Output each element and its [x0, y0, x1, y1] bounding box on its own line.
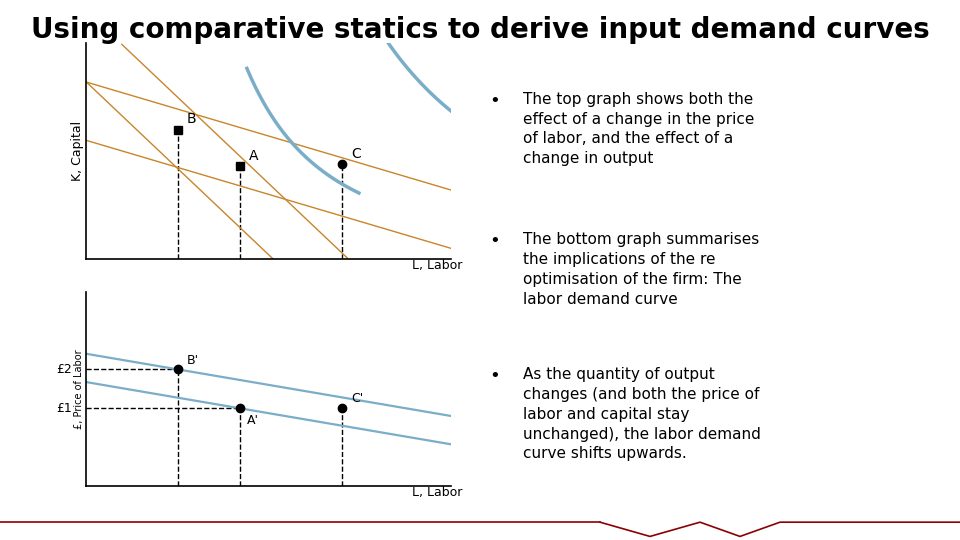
Text: Using comparative statics to derive input demand curves: Using comparative statics to derive inpu…: [31, 16, 929, 44]
Text: •: •: [490, 92, 500, 110]
Text: £2: £2: [56, 363, 72, 376]
Y-axis label: K, Capital: K, Capital: [71, 121, 84, 181]
Text: C': C': [351, 393, 363, 406]
Text: B: B: [186, 112, 197, 126]
Text: •: •: [490, 367, 500, 385]
Text: The bottom graph summarises
the implications of the re
optimisation of the firm:: The bottom graph summarises the implicat…: [523, 232, 759, 307]
Text: B': B': [186, 354, 199, 367]
Text: As the quantity of output
changes (and both the price of
labor and capital stay
: As the quantity of output changes (and b…: [523, 367, 761, 461]
Text: L, Labor: L, Labor: [412, 486, 462, 499]
Text: A: A: [249, 149, 258, 163]
Text: £1: £1: [56, 402, 72, 415]
Text: C: C: [351, 147, 361, 161]
Y-axis label: £, Price of Labor: £, Price of Labor: [74, 349, 84, 429]
Text: A': A': [247, 414, 259, 427]
Text: The top graph shows both the
effect of a change in the price
of labor, and the e: The top graph shows both the effect of a…: [523, 92, 755, 166]
Text: •: •: [490, 232, 500, 250]
Text: L, Labor: L, Labor: [412, 259, 462, 272]
